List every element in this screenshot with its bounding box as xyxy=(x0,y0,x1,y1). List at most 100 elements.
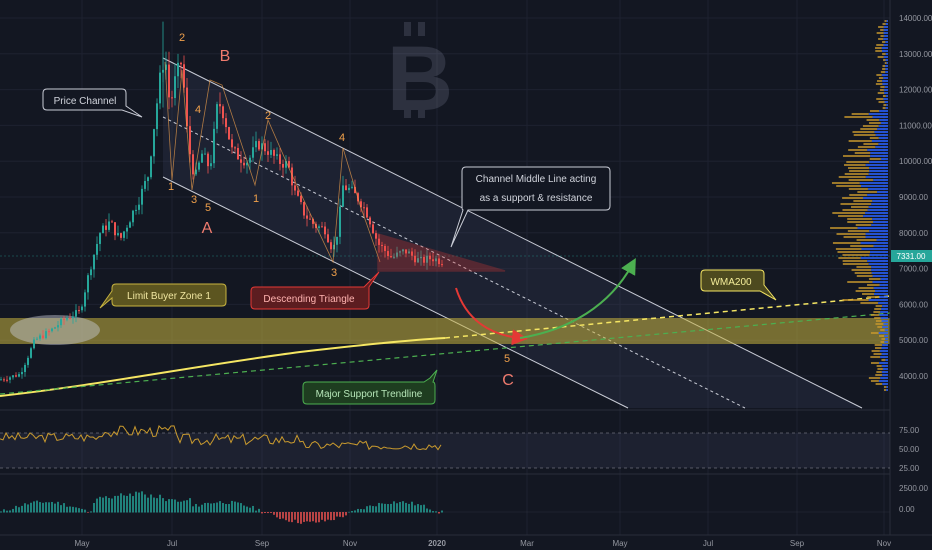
macd-bar xyxy=(21,505,23,513)
candle-body xyxy=(216,104,218,129)
macd-bar xyxy=(282,512,284,519)
candle-body xyxy=(198,162,200,170)
macd-bar xyxy=(393,501,395,513)
candle-body xyxy=(393,256,395,258)
candle-body xyxy=(309,218,311,220)
volume-bar xyxy=(884,335,888,337)
candle-body xyxy=(327,234,329,243)
candle-body xyxy=(3,379,5,381)
volume-bar xyxy=(878,143,888,145)
macd-bar xyxy=(378,502,380,513)
candle-body xyxy=(15,375,17,377)
candle-body xyxy=(360,201,362,208)
macd-bar xyxy=(432,511,434,513)
volume-bar xyxy=(874,290,888,292)
macd-bar xyxy=(243,505,245,513)
macd-bar xyxy=(93,502,95,513)
candle-body xyxy=(384,245,386,252)
macd-bar xyxy=(105,496,107,513)
volume-bar xyxy=(880,341,885,343)
candle-body xyxy=(114,222,116,236)
projection-arrow-down xyxy=(455,287,528,346)
volume-bar xyxy=(882,344,888,346)
macd-bar xyxy=(60,505,62,513)
macd-bar xyxy=(120,493,122,513)
wave-label-1-a: 1 xyxy=(168,181,174,193)
volume-bar xyxy=(872,281,888,283)
macd-bar xyxy=(312,512,314,522)
macd-bar xyxy=(189,498,191,513)
volume-bar xyxy=(875,50,883,52)
macd-bar xyxy=(180,501,182,513)
bitcoin-logo: B xyxy=(387,22,453,130)
channel-upper-line xyxy=(162,57,863,409)
candle-body xyxy=(168,64,170,98)
candle-body xyxy=(144,181,146,189)
candle-body xyxy=(321,226,323,228)
macd-bar xyxy=(411,501,413,513)
volume-bar xyxy=(878,332,888,334)
candle-body xyxy=(99,233,101,244)
channel-middle-line-label-2: as a support & resistance xyxy=(480,193,593,204)
volume-bar xyxy=(844,164,866,166)
volume-bar xyxy=(877,128,888,130)
candle-body xyxy=(132,210,134,223)
volume-bar xyxy=(872,200,888,202)
volume-bar xyxy=(881,371,888,373)
candle-body xyxy=(177,62,179,77)
volume-bar xyxy=(874,293,888,295)
macd-bar xyxy=(156,498,158,513)
candle-body xyxy=(429,255,431,260)
macd-bar xyxy=(117,495,119,513)
candle-body xyxy=(120,233,122,238)
macd-bar xyxy=(369,505,371,513)
candle-body xyxy=(180,62,182,65)
volume-bar xyxy=(878,137,888,139)
macd-bar xyxy=(267,512,269,514)
candle-body xyxy=(234,147,236,149)
macd-bar xyxy=(99,496,101,513)
volume-bar xyxy=(886,20,888,22)
price-channel-label: Price Channel xyxy=(54,96,117,107)
volume-bar xyxy=(885,59,888,61)
volume-bar xyxy=(848,179,874,181)
candle-body xyxy=(48,331,50,333)
volume-bar xyxy=(882,107,886,109)
volume-bar xyxy=(870,152,888,154)
volume-bar xyxy=(879,110,888,112)
volume-bar xyxy=(880,35,884,37)
candle-body xyxy=(432,259,434,262)
volume-bar xyxy=(880,329,885,331)
macd-bar xyxy=(255,510,257,513)
volume-bar xyxy=(882,368,888,370)
candle-body xyxy=(102,225,104,234)
volume-bar xyxy=(883,29,888,31)
macd-bar xyxy=(66,506,68,513)
descending-triangle xyxy=(377,233,506,272)
volume-bar xyxy=(880,377,888,379)
last-price-label: 7331.00 xyxy=(897,252,926,261)
volume-bar xyxy=(862,125,879,127)
volume-bar xyxy=(878,26,884,28)
volume-bar xyxy=(879,284,888,286)
volume-bar xyxy=(885,41,888,43)
macd-tick-0: 0.00 xyxy=(899,505,915,514)
volume-bar xyxy=(860,128,878,130)
callout-price-channel: Price Channel xyxy=(42,88,143,118)
candle-body xyxy=(141,188,143,205)
macd-bar xyxy=(276,512,278,518)
candle-body xyxy=(417,258,419,263)
volume-bar xyxy=(853,200,873,202)
limit-buyer-zone-label: Limit Buyer Zone 1 xyxy=(127,291,211,302)
volume-bar xyxy=(885,71,888,73)
volume-bar xyxy=(878,125,888,127)
macd-bar xyxy=(264,512,266,514)
candle-body xyxy=(165,64,167,70)
volume-bar xyxy=(857,191,878,193)
candle-body xyxy=(303,202,305,216)
volume-bar xyxy=(881,365,888,367)
candle-body xyxy=(339,206,341,237)
volume-bar xyxy=(869,254,888,256)
volume-bar xyxy=(835,248,862,250)
price-tick: 4000.00 xyxy=(899,372,928,381)
